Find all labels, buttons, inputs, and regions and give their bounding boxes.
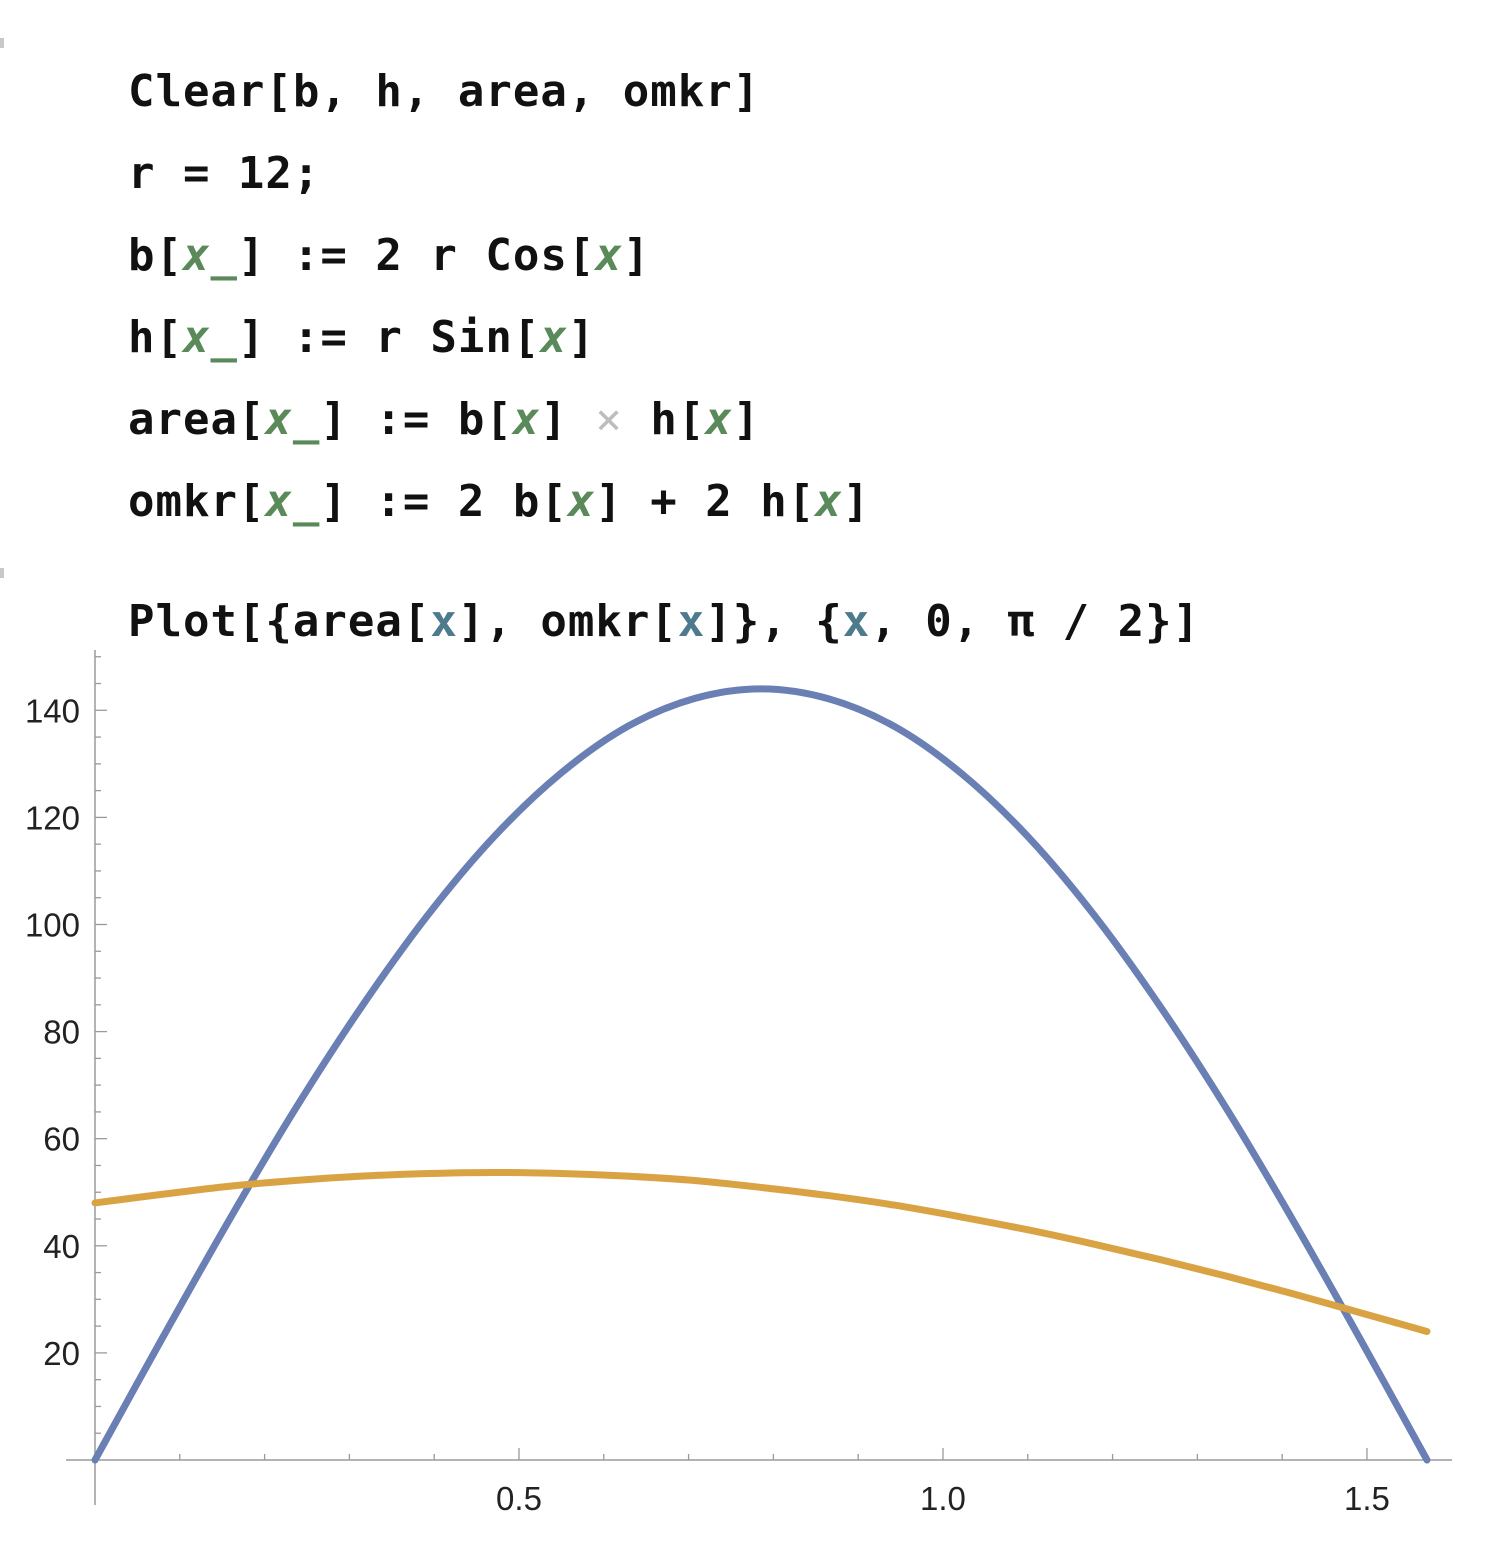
plot-series: [91, 685, 1431, 1464]
code-line-b-def: b[x_] := 2 r Cos[x]: [127, 230, 651, 281]
times-operator: ×: [567, 394, 651, 445]
plot-tick-labels: 0.5 1.0 1.5 20 40 60 80 100 120 140: [25, 692, 1390, 1517]
code-line-clear: Clear[b, h, area, omkr]: [127, 66, 761, 117]
x-tick-label: 1.0: [920, 1480, 966, 1517]
code-line-r-assign: r = 12;: [127, 148, 321, 199]
cell-marker-1[interactable]: [0, 38, 4, 48]
series-omkr-curve: [91, 1168, 1431, 1335]
plot-ticks: [95, 656, 1368, 1460]
plot-axes: [66, 650, 1452, 1505]
y-tick-label: 40: [43, 1228, 80, 1265]
series-area-curve: [91, 685, 1431, 1464]
x-tick-label: 0.5: [496, 1480, 542, 1517]
code-line-omkr-def: omkr[x_] := 2 b[x] + 2 h[x]: [127, 476, 871, 527]
y-tick-label: 20: [43, 1335, 80, 1372]
x-tick-label: 1.5: [1344, 1480, 1390, 1517]
code-line-h-def: h[x_] := r Sin[x]: [127, 312, 596, 363]
plot-output[interactable]: 0.5 1.0 1.5 20 40 60 80 100 120 140: [0, 630, 1488, 1552]
y-tick-label: 100: [25, 907, 80, 944]
y-tick-label: 80: [43, 1014, 80, 1051]
y-tick-label: 60: [43, 1121, 80, 1158]
cell-marker-2[interactable]: [0, 568, 4, 578]
y-tick-label: 120: [25, 799, 80, 836]
code-line-area-def: area[x_] := b[x] × h[x]: [127, 394, 761, 445]
y-tick-label: 140: [25, 692, 80, 729]
code-line-plot: Plot[{area[x], omkr[x]}, {x, 0, π / 2}]: [127, 596, 1201, 647]
